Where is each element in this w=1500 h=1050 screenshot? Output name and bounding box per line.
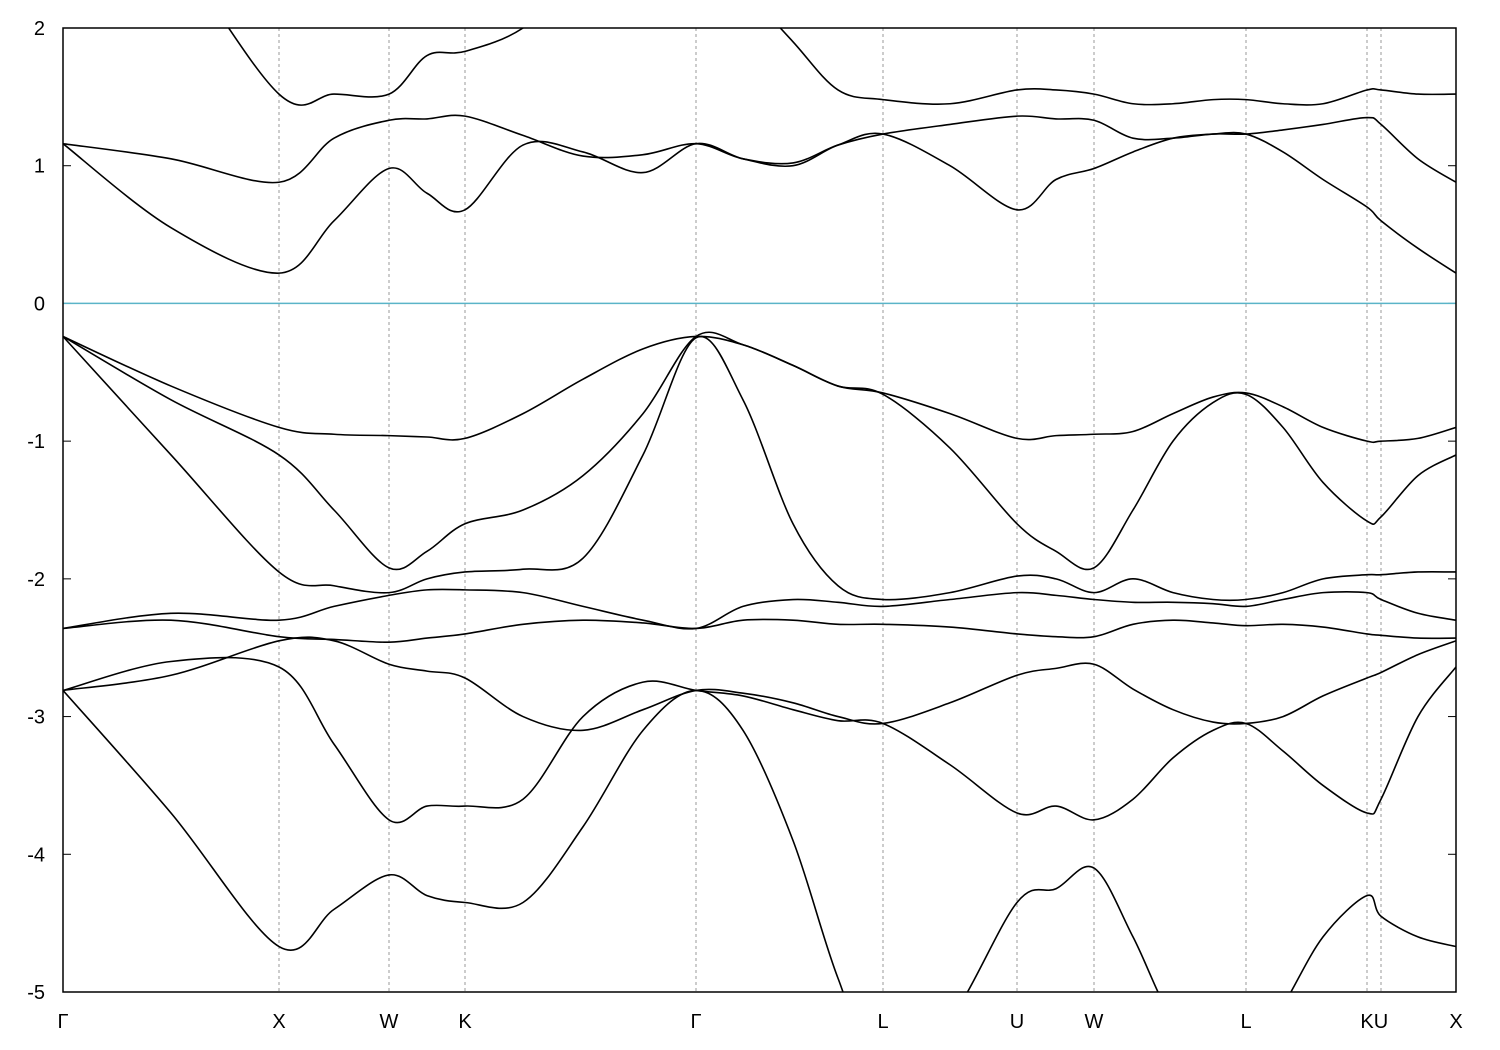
x-tick-label: U bbox=[1010, 1011, 1024, 1033]
band-line bbox=[63, 331, 1456, 571]
y-tick-label: -4 bbox=[27, 844, 45, 866]
y-tick-label: 0 bbox=[34, 293, 45, 315]
plot-frame bbox=[62, 27, 1457, 993]
band-line bbox=[63, 335, 1456, 602]
band-line bbox=[63, 114, 1456, 184]
band-line bbox=[63, 656, 1456, 824]
band-line bbox=[63, 636, 1456, 732]
x-tick-label: W bbox=[1085, 1011, 1104, 1033]
y-tick-label: -5 bbox=[27, 982, 45, 1004]
y-tick-label: 2 bbox=[34, 18, 45, 40]
x-tick-label: X bbox=[272, 1011, 285, 1033]
x-tick-label: K bbox=[1360, 1011, 1374, 1033]
band-line bbox=[63, 588, 1456, 630]
y-tick-label: -2 bbox=[27, 569, 45, 591]
x-tick-label: L bbox=[1240, 1011, 1251, 1033]
band-line bbox=[63, 335, 1456, 444]
x-tick-label: Γ bbox=[690, 1011, 701, 1033]
x-tick-label: Γ bbox=[57, 1011, 68, 1033]
band-line bbox=[227, 28, 1456, 106]
bands bbox=[63, 28, 1456, 992]
x-tick-label: X bbox=[1449, 1011, 1462, 1033]
band-line bbox=[63, 618, 1456, 644]
x-tick-label: U bbox=[1374, 1011, 1388, 1033]
x-tick-label: W bbox=[380, 1011, 399, 1033]
band-line bbox=[63, 131, 1456, 274]
x-tick-label: K bbox=[458, 1011, 472, 1033]
band-line bbox=[63, 689, 1456, 992]
y-tick-label: 1 bbox=[34, 156, 45, 178]
x-tick-label: L bbox=[877, 1011, 888, 1033]
y-tick-label: -1 bbox=[27, 431, 45, 453]
y-tick-label: -3 bbox=[27, 707, 45, 729]
